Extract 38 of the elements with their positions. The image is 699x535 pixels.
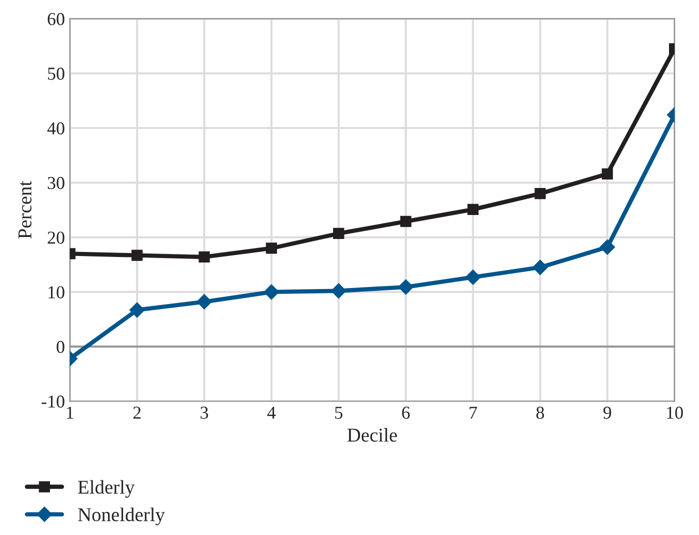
y-tick-label: 50	[48, 68, 64, 80]
point	[198, 251, 210, 263]
x-tick-label: 6	[402, 406, 410, 419]
x-tick-label: 5	[335, 406, 342, 419]
x-tick-label: 3	[200, 406, 208, 419]
x-axis-title: Decile	[347, 428, 397, 442]
y-tick-label: 30	[48, 176, 64, 190]
y-axis-title: Percent	[18, 180, 32, 239]
point	[534, 188, 546, 200]
legend-label: Elderly	[78, 480, 135, 498]
y-tick-label: 20	[48, 232, 64, 244]
point	[532, 260, 548, 275]
x-tick-label: 9	[603, 406, 612, 419]
legend-label: Nonelderly	[78, 508, 165, 526]
point	[333, 228, 344, 240]
x-tick-label: 4	[267, 406, 276, 419]
x-tick-label: 2	[133, 406, 141, 419]
point	[130, 302, 145, 318]
point	[331, 283, 346, 298]
y-tick-label: 0	[56, 340, 64, 354]
point	[266, 242, 277, 254]
point	[196, 294, 212, 310]
point	[400, 216, 412, 228]
x-tick-label: 7	[470, 406, 477, 419]
point	[600, 240, 615, 255]
x-tick-label: 8	[536, 406, 544, 419]
x-tick-label: 10	[667, 406, 683, 419]
point	[602, 168, 613, 180]
y-tick-label: 10	[48, 286, 64, 298]
point	[132, 250, 143, 261]
y-tick-label: 40	[47, 122, 64, 134]
point	[398, 279, 414, 295]
y-tick-label: -10	[42, 396, 64, 408]
point	[467, 204, 479, 215]
point	[264, 284, 280, 300]
y-tick-label: 60	[48, 12, 64, 26]
x-tick-label: 1	[66, 406, 74, 419]
point	[465, 270, 481, 285]
